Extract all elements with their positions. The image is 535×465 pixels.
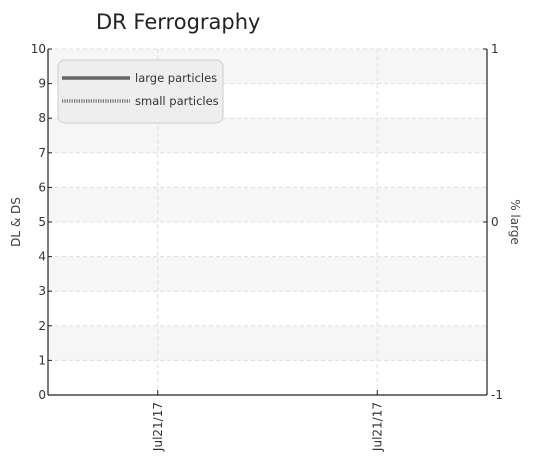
plot-band (48, 360, 487, 395)
right-tick-label: 0 (491, 215, 499, 229)
plot-band (48, 256, 487, 292)
left-tick-label: 3 (38, 284, 46, 298)
plot-band (48, 291, 487, 326)
left-tick-label: 6 (38, 180, 46, 194)
plot-band (48, 222, 487, 257)
left-tick-label: 5 (38, 215, 46, 229)
left-tick-label: 4 (38, 250, 46, 264)
plot-background-bands (48, 49, 487, 395)
left-tick-label: 7 (38, 146, 46, 160)
y-axis-right-label: % large (508, 199, 522, 245)
legend-label-large-particles: large particles (135, 71, 217, 85)
left-tick-label: 0 (38, 388, 46, 402)
right-tick-label: -1 (491, 388, 503, 402)
x-tick-label: Jul21/17 (370, 402, 384, 452)
left-tick-label: 8 (38, 111, 46, 125)
plot-band (48, 118, 487, 153)
chart-title: DR Ferrography (96, 10, 261, 34)
legend: large particles small particles (57, 59, 224, 124)
right-tick-label: 1 (491, 42, 499, 56)
left-tick-label: 2 (38, 319, 46, 333)
left-tick-label: 1 (38, 353, 46, 367)
x-tick-label: Jul21/17 (151, 402, 165, 452)
left-axis-ticks: 0 1 2 3 4 5 6 7 8 9 10 (31, 42, 52, 402)
left-tick-label: 9 (38, 77, 46, 91)
plot-band (48, 152, 487, 188)
plot-band (48, 325, 487, 361)
legend-label-small-particles: small particles (135, 94, 219, 108)
y-axis-left-label: DL & DS (9, 197, 23, 247)
legend-box (57, 59, 224, 124)
right-axis-ticks: -1 0 1 (483, 42, 503, 402)
x-axis-ticks: Jul21/17 Jul21/17 (151, 390, 384, 452)
left-tick-label: 10 (31, 42, 46, 56)
plot-band (48, 187, 487, 222)
